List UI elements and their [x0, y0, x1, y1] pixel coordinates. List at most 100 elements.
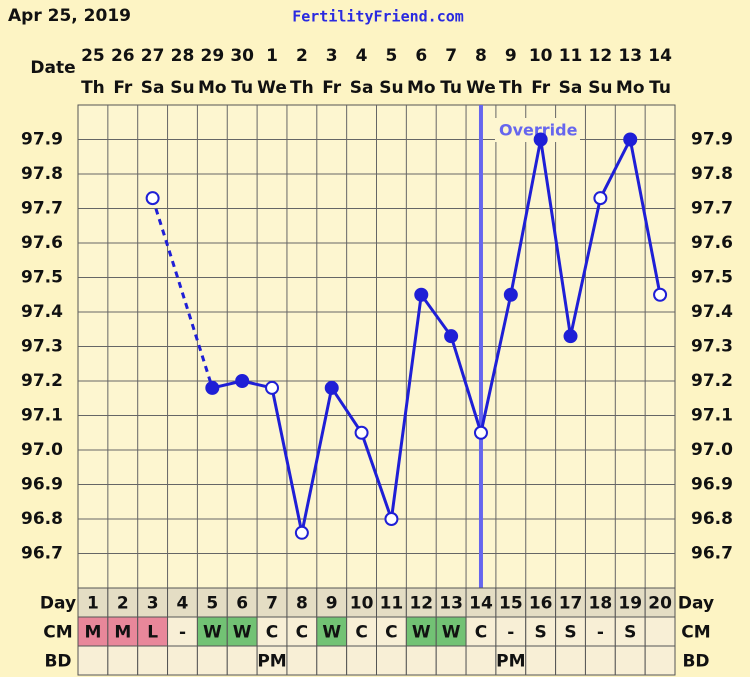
row-cell — [465, 587, 497, 618]
row-cell — [137, 645, 169, 676]
row-value: C — [296, 623, 308, 643]
y-tick-label-right: 97.7 — [691, 199, 733, 219]
temperature-point — [384, 512, 399, 526]
temperature-point — [653, 287, 668, 302]
row-value: 19 — [618, 594, 642, 614]
row-value: - — [179, 623, 186, 643]
row-value: - — [507, 623, 514, 643]
temperature-point — [235, 374, 250, 388]
weekday-label: Fr — [322, 78, 342, 98]
weekday-label: Su — [588, 78, 612, 98]
weekday-label: Mo — [616, 78, 645, 98]
y-tick-label-right: 97.3 — [691, 337, 733, 357]
row-cell — [644, 616, 676, 647]
temperature-point — [205, 380, 220, 395]
row-cell — [405, 645, 437, 676]
row-cell — [316, 645, 348, 676]
row-cell — [614, 616, 646, 647]
y-tick-label: 97.6 — [21, 233, 63, 253]
temperature-point — [294, 525, 309, 540]
row-value: S — [564, 623, 576, 643]
row-cell — [435, 645, 467, 676]
date-label: 30 — [230, 46, 254, 66]
row-cell — [555, 645, 586, 676]
row-cell — [167, 645, 198, 676]
row-cell — [346, 645, 377, 676]
y-tick-label-right: 96.8 — [691, 509, 733, 529]
weekday-label: Th — [81, 78, 105, 98]
y-tick-label: 97.2 — [21, 371, 63, 391]
date-label: 8 — [475, 46, 487, 66]
y-tick-label-right: 97.5 — [691, 268, 733, 288]
temperature-point — [593, 191, 608, 206]
row-value: 8 — [296, 594, 308, 614]
y-tick-label-right: 97.6 — [691, 233, 733, 253]
weekday-label: Fr — [531, 78, 551, 98]
date-label: 4 — [356, 46, 368, 66]
temperature-point — [324, 380, 339, 395]
override-label: Override — [499, 121, 578, 140]
row-cell — [226, 616, 258, 647]
y-tick-label-right: 96.7 — [691, 544, 733, 564]
row-value: 16 — [529, 594, 553, 614]
date-label: 2 — [296, 46, 308, 66]
row-label-right: Day — [678, 594, 714, 614]
row-value: S — [624, 623, 636, 643]
y-tick-label: 97.7 — [21, 199, 63, 219]
row-value: PM — [257, 652, 286, 672]
weekday-label: We — [466, 78, 496, 98]
row-value: C — [475, 623, 487, 643]
row-value: 15 — [499, 594, 523, 614]
date-label: 28 — [171, 46, 195, 66]
dashed-connector — [151, 197, 214, 389]
weekday-label: Sa — [141, 78, 165, 98]
row-value: W — [203, 623, 222, 643]
y-tick-label: 96.8 — [21, 509, 63, 529]
date-label: 27 — [141, 46, 165, 66]
temperature-line — [211, 134, 662, 534]
row-cell — [465, 645, 497, 676]
row-value: - — [597, 623, 604, 643]
y-tick-label: 96.7 — [21, 544, 63, 564]
row-value: 5 — [206, 594, 218, 614]
row-cell — [346, 587, 377, 618]
y-tick-label: 97.0 — [21, 440, 63, 460]
row-cell — [77, 645, 109, 676]
weekday-label: Sa — [350, 78, 374, 98]
temperature-point — [444, 329, 459, 344]
temperature-point — [354, 425, 369, 440]
row-cell — [167, 616, 198, 647]
row-cell — [316, 616, 348, 647]
row-cell — [256, 645, 288, 676]
row-cell — [465, 616, 497, 647]
row-value: 7 — [266, 594, 278, 614]
date-label: 29 — [200, 46, 224, 66]
temperature-point — [533, 132, 548, 147]
y-tick-label-right: 97.4 — [691, 302, 733, 322]
row-cell — [376, 587, 407, 618]
date-label: 12 — [589, 46, 613, 66]
row-value: 1 — [87, 594, 99, 614]
row-cell — [137, 616, 169, 647]
row-value: S — [535, 623, 547, 643]
row-cell — [525, 587, 557, 618]
row-value: 11 — [380, 594, 404, 614]
y-tick-label-right: 96.9 — [691, 475, 733, 495]
row-value: W — [233, 623, 252, 643]
row-cell — [584, 587, 616, 618]
row-value: C — [385, 623, 397, 643]
weekday-label: Tu — [440, 78, 462, 98]
row-cell — [614, 645, 646, 676]
row-cell — [555, 587, 586, 618]
row-cell — [107, 645, 139, 676]
row-value: 3 — [147, 594, 159, 614]
site-name: FertilityFriend.com — [292, 8, 464, 26]
row-value: C — [355, 623, 367, 643]
weekday-label: Th — [499, 78, 523, 98]
y-tick-label-right: 97.8 — [691, 164, 733, 184]
date-label: 7 — [445, 46, 457, 66]
y-tick-label-right: 97.9 — [691, 130, 733, 150]
row-value: 12 — [409, 594, 433, 614]
date-label: 25 — [81, 46, 105, 66]
row-value: 13 — [439, 594, 463, 614]
